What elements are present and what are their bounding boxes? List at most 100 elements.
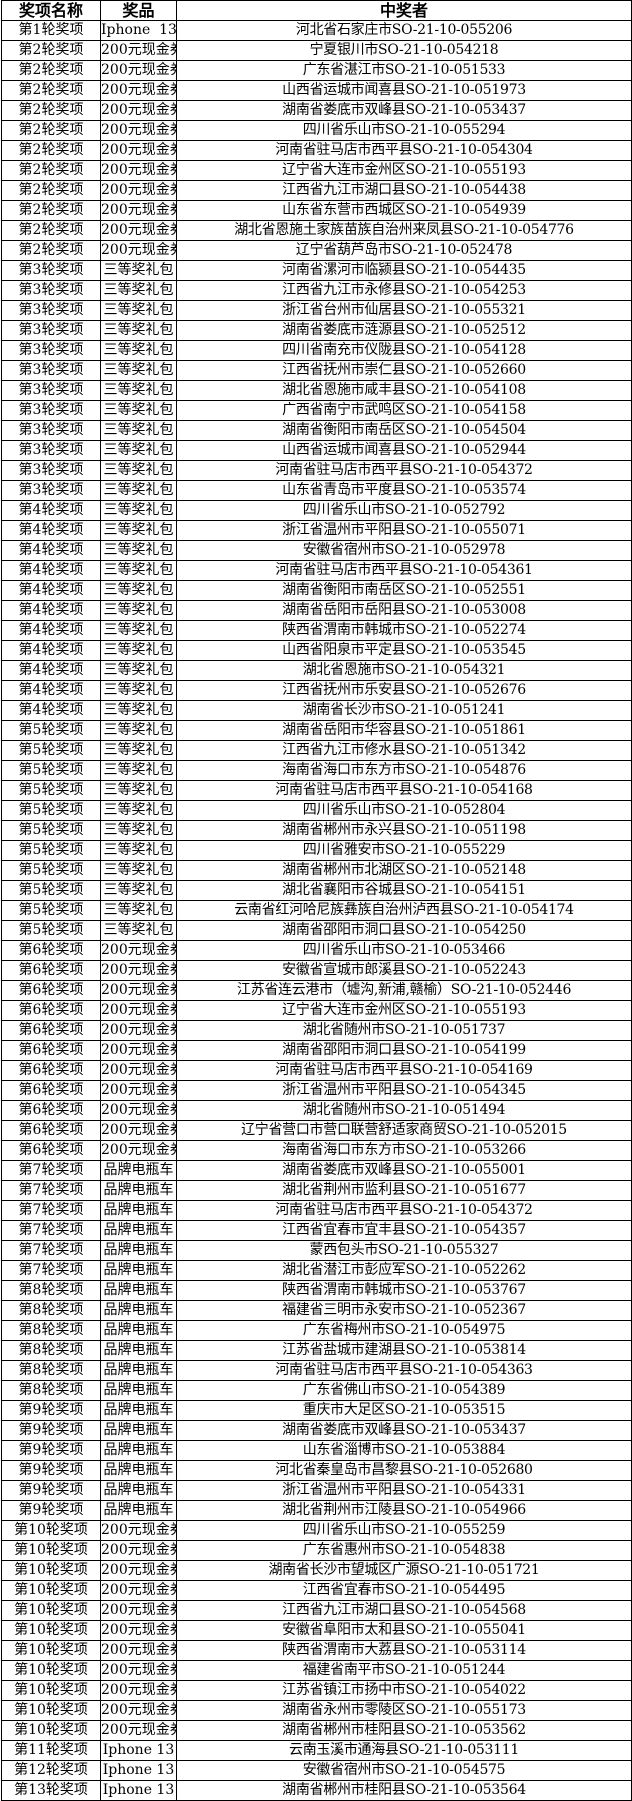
round-cell: 第6轮奖项 (1, 1120, 101, 1141)
winner-cell: 山西省阳泉市平定县SO-21-10-053545 (176, 640, 632, 661)
table-row: 第4轮奖项 三等奖礼包 湖北省恩施市SO-21-10-054321 (1, 660, 632, 681)
table-row: 第4轮奖项 三等奖礼包 湖南省长沙市SO-21-10-051241 (1, 700, 632, 721)
prize-cell: 品牌电瓶车 (100, 1280, 177, 1301)
winner-cell: 湖南省娄底市双峰县SO-21-10-053437 (176, 1420, 632, 1441)
winner-cell: 宁夏银川市SO-21-10-054218 (176, 40, 632, 61)
winner-cell: 江西省九江市湖口县SO-21-10-054438 (176, 180, 632, 201)
winner-cell: 湖南省永州市零陵区SO-21-10-055173 (176, 1700, 632, 1721)
winner-cell: 陕西省渭南市韩城市SO-21-10-053767 (176, 1280, 632, 1301)
table-row: 第7轮奖项 品牌电瓶车 湖北省潜江市彭应军SO-21-10-052262 (1, 1260, 632, 1281)
prize-cell: 200元现金券 (100, 220, 177, 241)
table-row: 第9轮奖项 品牌电瓶车 山东省淄博市SO-21-10-053884 (1, 1440, 632, 1461)
prize-cell: 200元现金券 (100, 1060, 177, 1081)
winner-cell: 辽宁省营口市营口联营舒适家商贸SO-21-10-052015 (176, 1120, 632, 1141)
table-body: 第1轮奖项 Iphone 13 河北省石家庄市SO-21-10-055206 第2轮奖… (1, 20, 632, 1801)
round-cell: 第4轮奖项 (1, 500, 101, 521)
round-cell: 第5轮奖项 (1, 860, 101, 881)
round-cell: 第5轮奖项 (1, 760, 101, 781)
round-cell: 第4轮奖项 (1, 580, 101, 601)
table-row: 第4轮奖项 三等奖礼包 安徽省宿州市SO-21-10-052978 (1, 540, 632, 561)
prize-cell: 200元现金券 (100, 1620, 177, 1641)
winner-cell: 山东省淄博市SO-21-10-053884 (176, 1440, 632, 1461)
table-row: 第10轮奖项 200元现金券 江西省九江市湖口县SO-21-10-054568 (1, 1600, 632, 1621)
prize-cell: 品牌电瓶车 (100, 1420, 177, 1441)
prize-cell: 200元现金券 (100, 1720, 177, 1741)
prize-cell: 200元现金券 (100, 980, 177, 1001)
round-cell: 第6轮奖项 (1, 1000, 101, 1021)
table-row: 第10轮奖项 200元现金券 四川省乐山市SO-21-10-055259 (1, 1520, 632, 1541)
prize-cell: 三等奖礼包 (100, 640, 177, 661)
prize-cell: 品牌电瓶车 (100, 1480, 177, 1501)
table-row: 第2轮奖项 200元现金券 江西省九江市湖口县SO-21-10-054438 (1, 180, 632, 201)
round-cell: 第13轮奖项 (1, 1780, 101, 1801)
prize-cell: 200元现金券 (100, 1540, 177, 1561)
round-cell: 第5轮奖项 (1, 780, 101, 801)
winner-cell: 江苏省盐城市建湖县SO-21-10-053814 (176, 1340, 632, 1361)
table-row: 第5轮奖项 三等奖礼包 湖南省郴州市永兴县SO-21-10-051198 (1, 820, 632, 841)
round-cell: 第9轮奖项 (1, 1460, 101, 1481)
winner-cell: 河南省驻马店市西平县SO-21-10-054363 (176, 1360, 632, 1381)
prize-cell: 200元现金券 (100, 1080, 177, 1101)
prize-cell: 品牌电瓶车 (100, 1380, 177, 1401)
winner-cell: 河南省驻马店市西平县SO-21-10-054168 (176, 780, 632, 801)
winner-cell: 四川省南充市仪陇县SO-21-10-054128 (176, 340, 632, 361)
round-cell: 第3轮奖项 (1, 300, 101, 321)
table-row: 第3轮奖项 三等奖礼包 河南省驻马店市西平县SO-21-10-054372 (1, 460, 632, 481)
table-row: 第3轮奖项 三等奖礼包 江西省九江市永修县SO-21-10-054253 (1, 280, 632, 301)
winner-cell: 安徽省宿州市SO-21-10-054575 (176, 1760, 632, 1781)
table-row: 第11轮奖项 Iphone 13 云南玉溪市通海县SO-21-10-053111 (1, 1740, 632, 1761)
prize-cell: 200元现金券 (100, 240, 177, 261)
prize-cell: 200元现金券 (100, 940, 177, 961)
winner-cell: 河南省驻马店市西平县SO-21-10-054361 (176, 560, 632, 581)
round-cell: 第6轮奖项 (1, 980, 101, 1001)
winner-cell: 云南玉溪市通海县SO-21-10-053111 (176, 1740, 632, 1761)
prize-cell: 品牌电瓶车 (100, 1260, 177, 1281)
winner-cell: 湖南省岳阳市华容县SO-21-10-051861 (176, 720, 632, 741)
round-cell: 第2轮奖项 (1, 220, 101, 241)
round-cell: 第7轮奖项 (1, 1200, 101, 1221)
winner-cell: 河北省石家庄市SO-21-10-055206 (176, 20, 632, 41)
round-cell: 第9轮奖项 (1, 1500, 101, 1521)
round-cell: 第7轮奖项 (1, 1160, 101, 1181)
winner-cell: 湖北省恩施市咸丰县SO-21-10-054108 (176, 380, 632, 401)
round-cell: 第2轮奖项 (1, 180, 101, 201)
winner-cell: 湖北省潜江市彭应军SO-21-10-052262 (176, 1260, 632, 1281)
prize-cell: 三等奖礼包 (100, 340, 177, 361)
round-cell: 第3轮奖项 (1, 360, 101, 381)
winner-cell: 陕西省渭南市韩城市SO-21-10-052274 (176, 620, 632, 641)
table-row: 第2轮奖项 200元现金券 宁夏银川市SO-21-10-054218 (1, 40, 632, 61)
prize-cell: 200元现金券 (100, 1020, 177, 1041)
prize-cell: 200元现金券 (100, 160, 177, 181)
winner-cell: 浙江省温州市平阳县SO-21-10-055071 (176, 520, 632, 541)
table-row: 第9轮奖项 品牌电瓶车 重庆市大足区SO-21-10-053515 (1, 1400, 632, 1421)
winner-cell: 陕西省渭南市大荔县SO-21-10-053114 (176, 1640, 632, 1661)
table-row: 第8轮奖项 品牌电瓶车 广东省佛山市SO-21-10-054389 (1, 1380, 632, 1401)
table-row: 第3轮奖项 三等奖礼包 山东省青岛市平度县SO-21-10-053574 (1, 480, 632, 501)
table-row: 第2轮奖项 200元现金券 湖南省娄底市双峰县SO-21-10-053437 (1, 100, 632, 121)
prize-cell: 200元现金券 (100, 1140, 177, 1161)
winner-cell: 湖北省随州市SO-21-10-051494 (176, 1100, 632, 1121)
winner-cell: 湖南省娄底市双峰县SO-21-10-055001 (176, 1160, 632, 1181)
header-winner: 中奖者 (176, 0, 632, 21)
round-cell: 第5轮奖项 (1, 800, 101, 821)
prize-cell: 200元现金券 (100, 960, 177, 981)
table-row: 第8轮奖项 品牌电瓶车 陕西省渭南市韩城市SO-21-10-053767 (1, 1280, 632, 1301)
prize-cell: 三等奖礼包 (100, 700, 177, 721)
winner-cell: 河南省漯河市临颍县SO-21-10-054435 (176, 260, 632, 281)
winner-cell: 蒙西包头市SO-21-10-055327 (176, 1240, 632, 1261)
round-cell: 第8轮奖项 (1, 1340, 101, 1361)
table-row: 第10轮奖项 200元现金券 江西省宜春市SO-21-10-054495 (1, 1580, 632, 1601)
winner-cell: 江西省九江市永修县SO-21-10-054253 (176, 280, 632, 301)
table-row: 第6轮奖项 200元现金券 湖北省随州市SO-21-10-051494 (1, 1100, 632, 1121)
table-row: 第4轮奖项 三等奖礼包 四川省乐山市SO-21-10-052792 (1, 500, 632, 521)
winner-cell: 湖南省岳阳市岳阳县SO-21-10-053008 (176, 600, 632, 621)
round-cell: 第9轮奖项 (1, 1480, 101, 1501)
prize-cell: 三等奖礼包 (100, 760, 177, 781)
winner-cell: 四川省乐山市SO-21-10-053466 (176, 940, 632, 961)
round-cell: 第6轮奖项 (1, 1060, 101, 1081)
winner-cell: 湖北省荆州市监利县SO-21-10-051677 (176, 1180, 632, 1201)
table-row: 第2轮奖项 200元现金券 辽宁省葫芦岛市SO-21-10-052478 (1, 240, 632, 261)
winner-cell: 四川省乐山市SO-21-10-052804 (176, 800, 632, 821)
table-row: 第7轮奖项 品牌电瓶车 湖南省娄底市双峰县SO-21-10-055001 (1, 1160, 632, 1181)
